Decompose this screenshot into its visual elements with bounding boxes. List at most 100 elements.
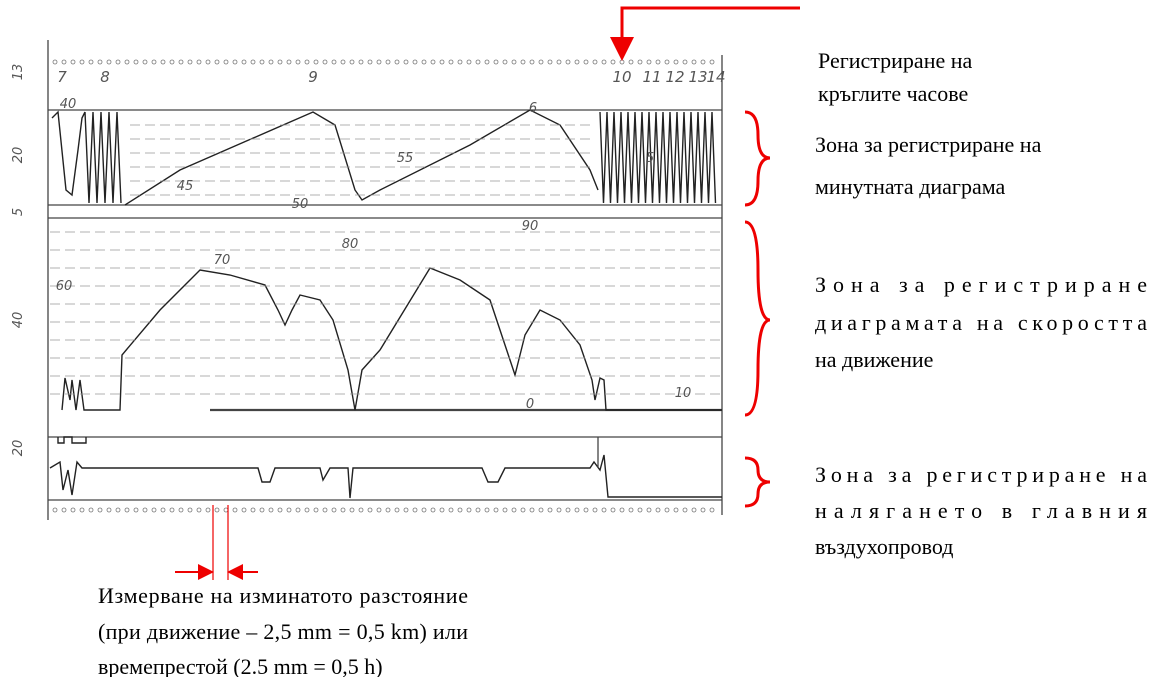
perforation bbox=[422, 508, 426, 512]
perforation bbox=[152, 508, 156, 512]
perforation bbox=[665, 508, 669, 512]
perforation bbox=[413, 60, 417, 64]
speed-label: 10 bbox=[675, 386, 692, 401]
perforation bbox=[188, 508, 192, 512]
perforation bbox=[269, 60, 273, 64]
perforation bbox=[647, 508, 651, 512]
perforation bbox=[638, 508, 642, 512]
scale-label: 5 bbox=[11, 208, 26, 216]
annotation-marks bbox=[175, 8, 800, 580]
perforation bbox=[413, 508, 417, 512]
scale-label: 20 bbox=[11, 440, 26, 457]
perforation bbox=[404, 60, 408, 64]
perforation bbox=[395, 508, 399, 512]
perforation bbox=[521, 508, 525, 512]
perforation bbox=[566, 508, 570, 512]
perforation bbox=[656, 508, 660, 512]
speed-label: 80 bbox=[342, 237, 359, 252]
perforation bbox=[566, 60, 570, 64]
perforation bbox=[350, 508, 354, 512]
perforation bbox=[692, 60, 696, 64]
perforation bbox=[485, 60, 489, 64]
annotation-text: диаграмата на скоростта bbox=[815, 310, 1147, 335]
perforation bbox=[215, 60, 219, 64]
speed-label: 70 bbox=[214, 253, 231, 268]
perforation bbox=[107, 508, 111, 512]
perforation bbox=[368, 508, 372, 512]
perforation bbox=[683, 508, 687, 512]
perforation bbox=[638, 60, 642, 64]
perforation bbox=[449, 508, 453, 512]
minute-label: 50 bbox=[292, 197, 309, 212]
perforation bbox=[530, 508, 534, 512]
annotation-text: въздухопровод bbox=[815, 534, 953, 559]
perforation bbox=[323, 60, 327, 64]
perforation bbox=[548, 60, 552, 64]
annotation-text: (при движение – 2,5 mm = 0,5 km) или bbox=[98, 619, 468, 644]
perforation bbox=[296, 508, 300, 512]
perforation bbox=[701, 60, 705, 64]
perforation bbox=[350, 60, 354, 64]
perforation bbox=[242, 508, 246, 512]
perforation bbox=[647, 60, 651, 64]
perforation bbox=[503, 508, 507, 512]
perforation bbox=[530, 60, 534, 64]
perforation bbox=[593, 60, 597, 64]
annotation-text: Регистриране на bbox=[818, 48, 973, 73]
perforation bbox=[305, 60, 309, 64]
perforation bbox=[431, 60, 435, 64]
minute-label: 55 bbox=[397, 151, 414, 166]
hour-label: 9 bbox=[308, 68, 318, 86]
hour-label: 10 bbox=[612, 68, 631, 86]
perforation bbox=[377, 60, 381, 64]
annotation-text: Зона за регистриране на bbox=[815, 462, 1147, 487]
perforation bbox=[692, 508, 696, 512]
perforation bbox=[116, 508, 120, 512]
perforation bbox=[512, 60, 516, 64]
hour-label: 7 bbox=[57, 68, 67, 86]
perforation bbox=[593, 508, 597, 512]
perforation bbox=[395, 60, 399, 64]
perforation bbox=[440, 60, 444, 64]
perforation bbox=[251, 60, 255, 64]
perforation bbox=[170, 60, 174, 64]
perforation bbox=[683, 60, 687, 64]
perforation bbox=[386, 60, 390, 64]
perforation bbox=[125, 60, 129, 64]
perforation bbox=[620, 508, 624, 512]
hour-label: 13 bbox=[688, 68, 707, 86]
perforation bbox=[467, 508, 471, 512]
perforation bbox=[458, 508, 462, 512]
annotation-text: Измерване на изминатото разстояние bbox=[98, 583, 468, 608]
annotation-text: Зона за регистриране на bbox=[815, 132, 1042, 157]
perforation bbox=[332, 508, 336, 512]
perforation bbox=[422, 60, 426, 64]
hour-label: 14 bbox=[706, 68, 725, 86]
perforation bbox=[503, 60, 507, 64]
perforation bbox=[710, 60, 714, 64]
perforation bbox=[611, 60, 615, 64]
perforation bbox=[620, 60, 624, 64]
perforation bbox=[161, 508, 165, 512]
perforation bbox=[251, 508, 255, 512]
perforation bbox=[53, 60, 57, 64]
perforation bbox=[710, 508, 714, 512]
perforation bbox=[179, 508, 183, 512]
perforation bbox=[179, 60, 183, 64]
perforation bbox=[305, 508, 309, 512]
perforation bbox=[314, 60, 318, 64]
perforation bbox=[674, 508, 678, 512]
perforation bbox=[359, 60, 363, 64]
perforation bbox=[89, 508, 93, 512]
perforation bbox=[584, 60, 588, 64]
perforation bbox=[359, 508, 363, 512]
speed-label: 0 bbox=[526, 397, 534, 412]
perforation bbox=[449, 60, 453, 64]
perforation bbox=[98, 60, 102, 64]
perforation bbox=[260, 508, 264, 512]
perforation bbox=[197, 60, 201, 64]
hour-label: 8 bbox=[100, 68, 110, 86]
perforation bbox=[98, 508, 102, 512]
perforation bbox=[548, 508, 552, 512]
perforation bbox=[539, 60, 543, 64]
